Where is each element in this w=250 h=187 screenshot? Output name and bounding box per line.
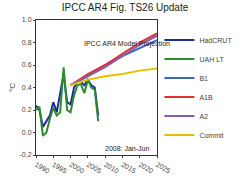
- svg-text:1990: 1990: [34, 161, 51, 175]
- svg-text:2005: 2005: [86, 161, 103, 175]
- svg-text:1995: 1995: [51, 161, 68, 175]
- svg-text:2010: 2010: [103, 161, 120, 175]
- svg-text:0.2: 0.2: [22, 106, 32, 113]
- svg-text:IPCC AR4 Model Projection: IPCC AR4 Model Projection: [84, 40, 170, 48]
- svg-text:HadCRUT: HadCRUT: [199, 37, 232, 44]
- svg-text:IPCC AR4 Fig. TS26 Update: IPCC AR4 Fig. TS26 Update: [62, 2, 189, 13]
- svg-text:2015: 2015: [120, 161, 137, 175]
- svg-text:2008: Jan-Jun: 2008: Jan-Jun: [105, 145, 149, 152]
- svg-text:A2: A2: [199, 113, 208, 120]
- svg-text:2020: 2020: [137, 161, 154, 175]
- svg-text:0.6: 0.6: [22, 61, 32, 68]
- svg-text:Commit: Commit: [199, 132, 223, 139]
- svg-text:B1: B1: [199, 75, 208, 82]
- svg-text:1.0: 1.0: [22, 16, 32, 23]
- svg-text:A1B: A1B: [199, 94, 213, 101]
- svg-text:UAH LT: UAH LT: [199, 56, 224, 63]
- svg-text:0.8: 0.8: [22, 39, 32, 46]
- svg-text:2025: 2025: [155, 161, 172, 175]
- svg-text:2000: 2000: [68, 161, 85, 175]
- svg-text:0.4: 0.4: [22, 84, 32, 91]
- svg-text:-0.2: -0.2: [20, 151, 32, 158]
- svg-text:0.0: 0.0: [22, 129, 32, 136]
- svg-text:°C: °C: [8, 83, 17, 92]
